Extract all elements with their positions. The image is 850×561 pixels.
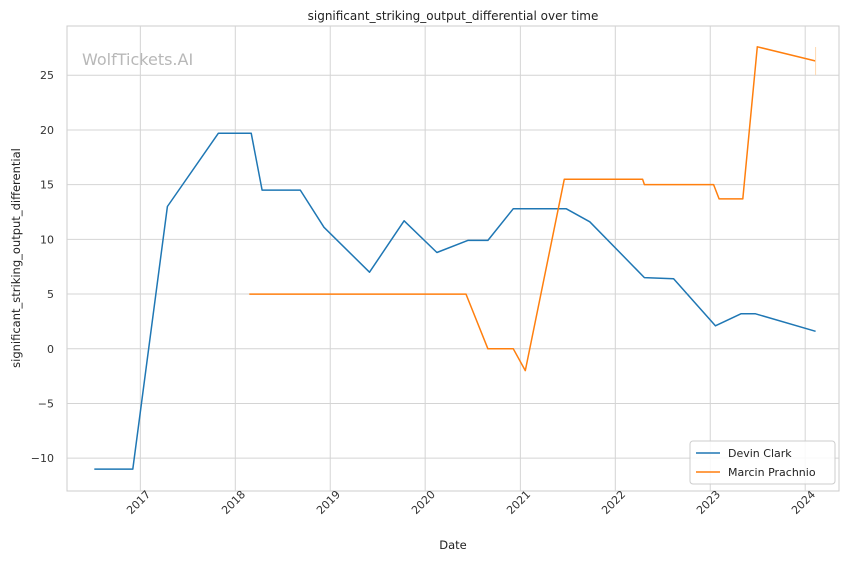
x-tick-label: 2018 — [219, 488, 248, 517]
y-tick-label: 0 — [47, 343, 54, 356]
x-tick-label: 2024 — [789, 488, 818, 517]
chart-title: significant_striking_output_differential… — [308, 9, 599, 23]
x-tick-label: 2022 — [599, 488, 628, 517]
series-layer — [94, 46, 817, 470]
y-tick-label: −5 — [38, 397, 54, 410]
plot-area — [66, 25, 840, 492]
legend: Devin Clark Marcin Prachnio — [689, 440, 836, 485]
x-tick-label: 2023 — [694, 488, 723, 517]
y-tick-label: 20 — [40, 124, 54, 137]
legend-box — [689, 440, 836, 485]
legend-label-0: Devin Clark — [728, 447, 792, 460]
x-tick-label: 2020 — [409, 488, 438, 517]
y-tick-label: 15 — [40, 179, 54, 192]
y-tick-label: 5 — [47, 288, 54, 301]
y-tick-label: 25 — [40, 69, 54, 82]
series-line-1 — [249, 46, 816, 372]
y-axis-label: significant_striking_output_differential — [9, 148, 23, 368]
x-tick-label: 2021 — [504, 488, 533, 517]
y-tick-label: 10 — [40, 233, 54, 246]
x-axis-label: Date — [439, 538, 467, 552]
y-tick-label: −10 — [31, 452, 54, 465]
y-axis-ticks: −10 −5 0 5 10 15 20 25 — [31, 69, 54, 465]
series-line-0 — [94, 132, 816, 470]
x-tick-label: 2019 — [314, 488, 343, 517]
watermark: WolfTickets.AI — [82, 50, 193, 69]
x-tick-label: 2017 — [124, 488, 153, 517]
legend-label-1: Marcin Prachnio — [728, 466, 816, 479]
x-axis-ticks: 2017 2018 2019 2020 2021 2022 2023 2024 — [124, 488, 818, 517]
